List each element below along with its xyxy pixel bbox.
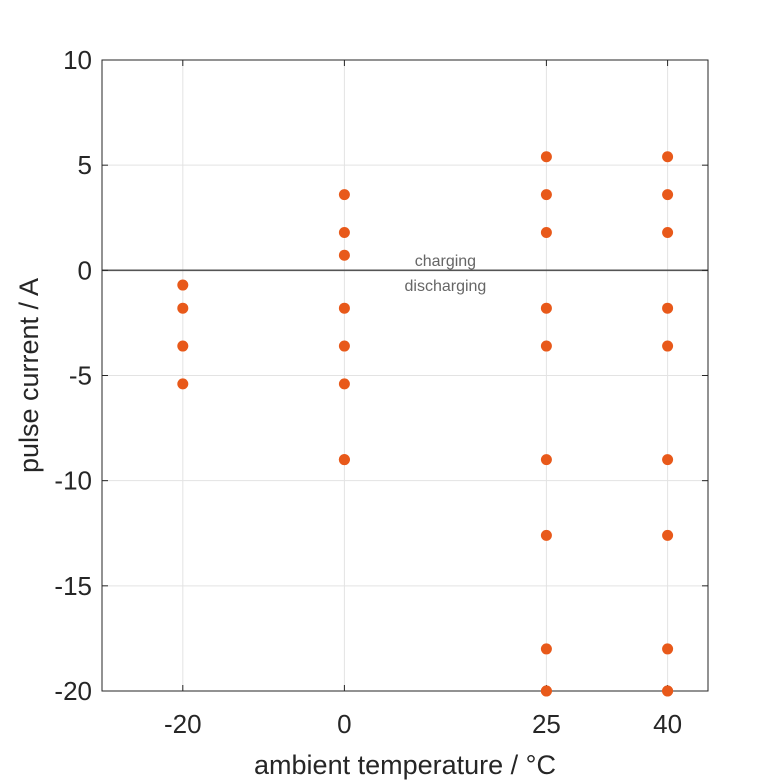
- data-point: [662, 340, 674, 352]
- x-tick-label: 25: [532, 709, 561, 739]
- data-point: [338, 189, 350, 201]
- data-point: [338, 340, 350, 352]
- y-tick-label: 5: [78, 150, 92, 180]
- data-point: [662, 529, 674, 541]
- data-point: [662, 189, 674, 201]
- y-axis-label: pulse current / A: [14, 278, 44, 473]
- data-point: [338, 378, 350, 390]
- data-point: [177, 340, 189, 352]
- data-point: [540, 529, 552, 541]
- data-point: [338, 249, 350, 261]
- annotation-label: discharging: [404, 278, 486, 295]
- data-points: [177, 151, 674, 697]
- data-point: [540, 454, 552, 466]
- data-point: [540, 189, 552, 201]
- annotation-label: charging: [415, 253, 476, 270]
- data-point: [177, 302, 189, 314]
- x-axis-label: ambient temperature / °C: [254, 750, 556, 780]
- x-tick-label: -20: [164, 709, 202, 739]
- y-tick-label: -5: [69, 361, 92, 391]
- data-point: [662, 643, 674, 655]
- data-point: [540, 302, 552, 314]
- data-point: [540, 226, 552, 238]
- y-tick-label: -15: [54, 571, 92, 601]
- data-point: [662, 685, 674, 697]
- data-point: [540, 643, 552, 655]
- data-point: [662, 454, 674, 466]
- data-point: [540, 340, 552, 352]
- y-tick-label: -10: [54, 466, 92, 496]
- y-tick-label: 0: [78, 255, 92, 285]
- data-point: [540, 685, 552, 697]
- x-tick-label: 0: [337, 709, 351, 739]
- data-point: [662, 302, 674, 314]
- axis-ticks: -20 0 25 40 -20 -15 -10 -5 0 5 10: [54, 45, 708, 739]
- data-point: [177, 279, 189, 291]
- data-point: [338, 454, 350, 466]
- annotations: charging discharging: [404, 253, 486, 295]
- data-point: [540, 151, 552, 163]
- y-tick-label: -20: [54, 676, 92, 706]
- data-point: [338, 302, 350, 314]
- grid: [102, 59, 708, 692]
- data-point: [338, 226, 350, 238]
- data-point: [662, 226, 674, 238]
- x-tick-label: 40: [653, 709, 682, 739]
- data-point: [662, 151, 674, 163]
- y-tick-label: 10: [63, 45, 92, 75]
- data-point: [177, 378, 189, 390]
